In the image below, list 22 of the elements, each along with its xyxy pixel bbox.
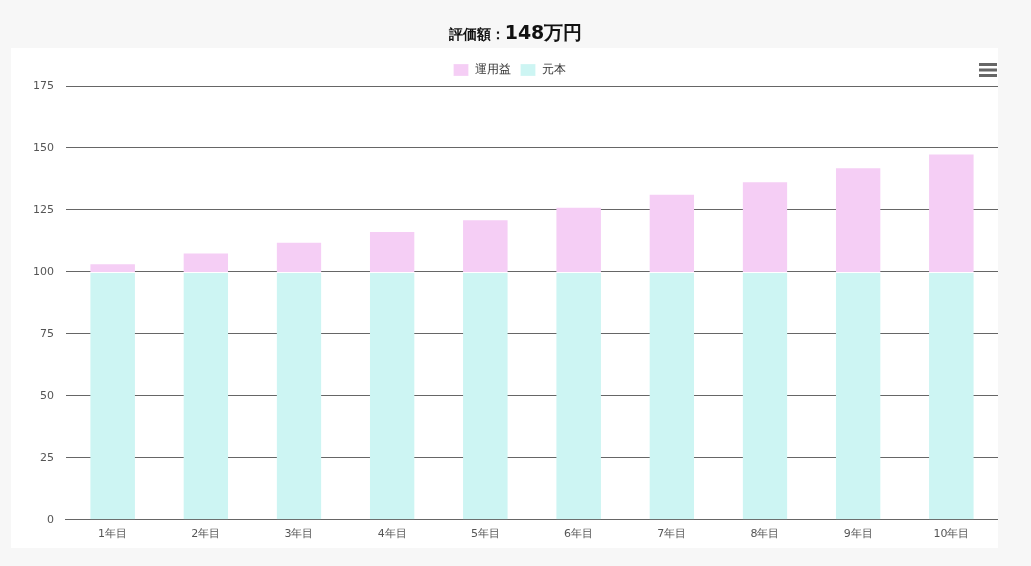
x-tick-label: 10年目 xyxy=(933,527,970,541)
legend-label: 運用益 xyxy=(474,62,511,77)
x-tick-label: 7年目 xyxy=(657,527,687,541)
x-tick-label: 1年目 xyxy=(98,527,128,541)
x-tick-label: 8年目 xyxy=(750,527,780,541)
chart-subtitle: 148万円 xyxy=(504,21,583,43)
y-tick-label: 75 xyxy=(40,326,54,340)
y-tick-label: 25 xyxy=(40,450,54,464)
x-tick-label: 2年目 xyxy=(191,527,221,541)
x-tick-label: 5年目 xyxy=(470,527,500,541)
x-tick-label: 9年目 xyxy=(843,527,873,541)
y-tick-label: 100 xyxy=(33,264,54,278)
x-tick-label: 6年目 xyxy=(564,527,594,541)
x-tick-label: 3年目 xyxy=(284,527,314,541)
y-tick-label: 175 xyxy=(33,78,54,92)
y-tick-label: 150 xyxy=(33,140,54,154)
y-tick-label: 50 xyxy=(40,388,54,402)
chart-title: 評価額： xyxy=(448,26,505,42)
x-tick-label: 4年目 xyxy=(377,527,407,541)
legend-label: 元本 xyxy=(541,62,566,77)
y-tick-label: 0 xyxy=(47,512,54,526)
y-tick-label: 125 xyxy=(33,202,54,216)
